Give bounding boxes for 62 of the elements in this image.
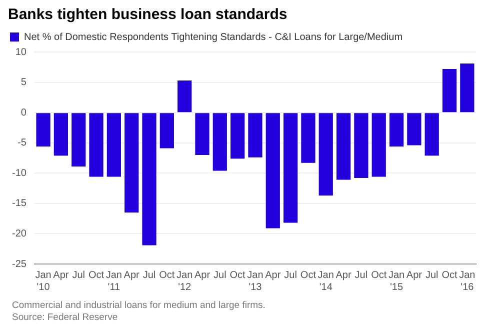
source-note: Source: Federal Reserve <box>12 312 119 324</box>
bar <box>124 113 139 213</box>
legend-label: Net % of Domestic Respondents Tightening Standards - C&I Loans for Large/Medium <box>24 32 403 43</box>
x-tick-label: Oct <box>230 270 246 281</box>
x-tick-label: Jan '16 <box>459 270 476 293</box>
y-tick-label: 5 <box>20 77 27 88</box>
bar <box>72 113 86 166</box>
bar <box>54 113 68 156</box>
y-tick-label: -20 <box>12 228 27 240</box>
chart-title: Banks tighten business loan standards <box>8 6 288 23</box>
x-tick-label: Jul <box>425 270 438 281</box>
x-tick-label: Oct <box>371 270 387 281</box>
bar <box>106 113 121 177</box>
bar <box>212 113 227 171</box>
bar <box>89 113 104 177</box>
bar <box>36 113 50 146</box>
bar <box>407 113 422 146</box>
bar <box>318 113 333 196</box>
x-tick-label: Apr <box>336 270 352 281</box>
y-tick-label: -25 <box>12 258 27 270</box>
bar <box>266 113 280 228</box>
x-tick-label: Jan '11 <box>106 270 122 293</box>
bar <box>372 113 386 177</box>
bar <box>442 68 457 112</box>
x-tick-label: Jan '12 <box>176 270 193 293</box>
y-tick-label: -10 <box>12 168 27 179</box>
x-tick-label: Oct <box>300 270 316 281</box>
x-tick-label: Jul <box>284 270 297 281</box>
x-tick-label: Oct <box>88 270 104 281</box>
text: Commercial and industrial loans for medium and large firms. <box>12 300 266 312</box>
bar <box>424 113 439 156</box>
bar <box>248 113 262 158</box>
x-tick-label: Oct <box>442 270 458 281</box>
bar <box>460 64 474 112</box>
bar <box>142 113 156 246</box>
y-tick-label: 0 <box>20 107 27 118</box>
bar <box>160 113 174 148</box>
x-tick-label: Jul <box>214 270 226 281</box>
x-tick-label: Apr <box>406 270 423 281</box>
y-tick-label: -5 <box>18 138 27 149</box>
bar <box>195 113 210 155</box>
bar <box>354 113 368 178</box>
x-tick-label: Jan '15 <box>388 270 405 293</box>
bar <box>336 113 351 180</box>
x-tick-label: Oct <box>159 270 175 281</box>
y-tick-label: -15 <box>12 198 27 210</box>
x-tick-label: Apr <box>194 270 211 281</box>
bar <box>389 113 404 146</box>
bar <box>283 113 298 223</box>
x-tick-label: Jan '14 <box>318 270 334 293</box>
x-tick-label: Jul <box>354 270 368 281</box>
x-tick-label: Jan '10 <box>35 270 52 293</box>
x-tick-label: Jul <box>142 270 156 281</box>
x-tick-label: Apr <box>265 270 282 281</box>
x-tick-label: Apr <box>53 270 70 281</box>
x-tick-label: Jan '13 <box>247 270 264 293</box>
x-tick-label: Jul <box>72 270 86 281</box>
bar <box>230 113 245 159</box>
bar <box>301 113 316 163</box>
x-tick-label: Apr <box>124 270 140 281</box>
y-tick-label: 10 <box>15 46 27 58</box>
bar <box>178 80 192 112</box>
